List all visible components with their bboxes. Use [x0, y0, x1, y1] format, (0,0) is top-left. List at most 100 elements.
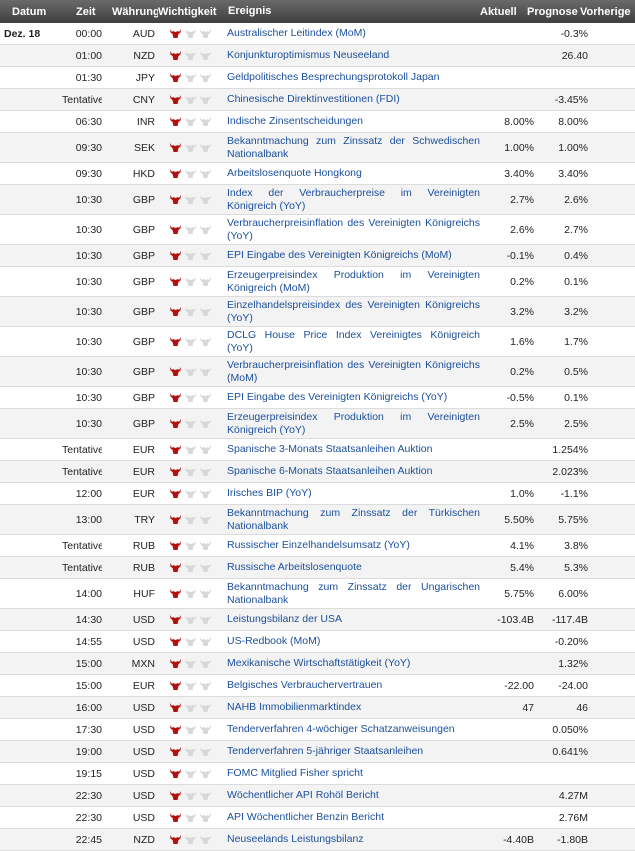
bull-icon	[199, 250, 212, 261]
row-event-link[interactable]: Bekanntmachung zum Zinssatz der Schwedis…	[227, 134, 480, 160]
row-event-link[interactable]: Russischer Einzelhandelsumsatz (YoY)	[227, 539, 410, 551]
table-row[interactable]: 17:30 USD Tenderverfahren 4-wöchiger Schat…	[0, 719, 635, 741]
row-event-link[interactable]: FOMC Mitglied Fisher spricht	[227, 767, 363, 779]
header-importance[interactable]: Wichtigkeit	[158, 5, 217, 18]
row-actual: -4.40B	[503, 833, 534, 846]
row-currency: TRY	[134, 513, 155, 526]
header-forecast[interactable]: Prognose	[527, 5, 578, 18]
row-event-link[interactable]: Tenderverfahren 4-wöchiger Schatzanweisu…	[227, 723, 455, 735]
row-event-link[interactable]: Erzeugerpreisindex Produktion im Vereini…	[227, 410, 480, 436]
row-event-link[interactable]: Irisches BIP (YoY)	[227, 487, 312, 499]
table-row[interactable]: 10:30 GBP Erzeugerpreisindex Produktion im…	[0, 267, 635, 297]
bull-icon	[184, 488, 197, 499]
table-row[interactable]: Tentative RUB Russische Arbeitslosenquote 5…	[0, 557, 635, 579]
row-actual: 5.50%	[504, 513, 534, 526]
table-row[interactable]: Tentative EUR Spanische 3-Monats Staatsanl…	[0, 439, 635, 461]
row-event-link[interactable]: Verbraucherpreisinflation des Vereinigte…	[227, 358, 480, 384]
row-event-link[interactable]: Konjunkturoptimismus Neuseeland	[227, 49, 390, 61]
row-previous: 3.8%	[564, 539, 588, 552]
row-event-link[interactable]: Russische Arbeitslosenquote	[227, 561, 362, 573]
row-currency: USD	[132, 745, 155, 758]
row-event-link[interactable]: EPI Eingabe des Vereinigten Königreichs …	[227, 391, 448, 403]
header-time[interactable]: Zeit	[76, 5, 96, 18]
table-row[interactable]: 15:00 EUR Belgisches Verbrauchervertrauen -…	[0, 675, 635, 697]
row-event-link[interactable]: Wöchentlicher API Rohöl Bericht	[227, 789, 379, 801]
table-row[interactable]: 16:00 USD NAHB Immobilienmarktindex 47 46	[0, 697, 635, 719]
row-previous: 1.254%	[552, 443, 588, 456]
row-event-link[interactable]: Belgisches Verbrauchervertrauen	[227, 679, 383, 691]
bull-icon	[169, 540, 182, 551]
row-event-link[interactable]: Erzeugerpreisindex Produktion im Vereini…	[227, 268, 480, 294]
table-row[interactable]: 12:00 EUR Irisches BIP (YoY) 1.0% -1.1%	[0, 483, 635, 505]
table-row[interactable]: 15:00 MXN Mexikanische Wirtschaftstätigkei…	[0, 653, 635, 675]
row-actual: 3.40%	[504, 167, 534, 180]
table-row[interactable]: 14:00 HUF Bekanntmachung zum Zinssatz der …	[0, 579, 635, 609]
row-event-link[interactable]: Australischer Leitindex (MoM)	[227, 27, 366, 39]
row-event-link[interactable]: Geldpolitisches Besprechungsprotokoll Ja…	[227, 71, 440, 83]
row-currency: USD	[132, 635, 155, 648]
table-row[interactable]: 01:30 JPY Geldpolitisches Besprechungsprot…	[0, 67, 635, 89]
row-event-link[interactable]: Spanische 3-Monats Staatsanleihen Auktio…	[227, 443, 433, 455]
header-event[interactable]: Ereignis	[228, 5, 272, 17]
row-event-link[interactable]: Arbeitslosenquote Hongkong	[227, 167, 362, 179]
table-row[interactable]: 14:55 USD US-Redbook (MoM) -0.20%	[0, 631, 635, 653]
row-importance	[157, 702, 224, 713]
table-row[interactable]: Tentative CNY Chinesische Direktinvestitio…	[0, 89, 635, 111]
row-previous: 26.40	[561, 49, 588, 62]
table-row[interactable]: 10:30 GBP DCLG House Price Index Vereinigt…	[0, 327, 635, 357]
row-previous: 46	[576, 701, 588, 714]
row-event-link[interactable]: Spanische 6-Monats Staatsanleihen Auktio…	[227, 465, 433, 477]
row-importance	[157, 724, 224, 735]
bull-icon	[169, 636, 182, 647]
table-row[interactable]: 06:30 INR Indische Zinsentscheidungen 8.00%…	[0, 111, 635, 133]
header-previous[interactable]: Vorherige	[580, 5, 631, 18]
row-event-link[interactable]: Einzelhandelspreisindex des Vereinigten …	[227, 298, 480, 324]
header-currency[interactable]: Währung	[112, 5, 158, 18]
row-event-link[interactable]: Verbraucherpreisinflation des Vereinigte…	[227, 216, 480, 242]
table-row[interactable]: 10:30 GBP Erzeugerpreisindex Produktion im…	[0, 409, 635, 439]
table-row[interactable]: 10:30 GBP EPI Eingabe des Vereinigten Köni…	[0, 387, 635, 409]
table-row[interactable]: 10:30 GBP Einzelhandelspreisindex des Vere…	[0, 297, 635, 327]
row-actual: 5.75%	[504, 587, 534, 600]
row-event-link[interactable]: EPI Eingabe des Vereinigten Königreichs …	[227, 249, 452, 261]
table-row[interactable]: 10:30 GBP Verbraucherpreisinflation des Ve…	[0, 357, 635, 387]
table-row[interactable]: Tentative EUR Spanische 6-Monats Staatsanl…	[0, 461, 635, 483]
header-actual[interactable]: Aktuell	[480, 5, 517, 18]
header-date[interactable]: Datum	[12, 5, 47, 18]
row-event-link[interactable]: Indische Zinsentscheidungen	[227, 115, 364, 127]
bull-icon	[169, 224, 182, 235]
row-event-link[interactable]: NAHB Immobilienmarktindex	[227, 701, 362, 713]
row-event-link[interactable]: Bekanntmachung zum Zinssatz der Türkisch…	[227, 506, 480, 532]
table-row[interactable]: 22:30 USD API Wöchentlicher Benzin Bericht…	[0, 807, 635, 829]
table-row[interactable]: 09:30 SEK Bekanntmachung zum Zinssatz der …	[0, 133, 635, 163]
row-event-link[interactable]: Bekanntmachung zum Zinssatz der Ungarisc…	[227, 580, 480, 606]
row-currency: USD	[132, 701, 155, 714]
table-row[interactable]: 10:30 GBP EPI Eingabe des Vereinigten Köni…	[0, 245, 635, 267]
bull-icon	[199, 746, 212, 757]
row-event-link[interactable]: Tenderverfahren 5-jähriger Staatsanleihe…	[227, 745, 424, 757]
row-event-link[interactable]: Chinesische Direktinvestitionen (FDI)	[227, 93, 400, 105]
table-row[interactable]: 13:00 TRY Bekanntmachung zum Zinssatz der …	[0, 505, 635, 535]
row-event-link[interactable]: Mexikanische Wirtschaftstätigkeit (YoY)	[227, 657, 411, 669]
table-row[interactable]: 10:30 GBP Index der Verbraucherpreise im V…	[0, 185, 635, 215]
row-actual: 5.4%	[510, 561, 534, 574]
row-event-link[interactable]: DCLG House Price Index Vereinigtes König…	[227, 328, 480, 354]
row-event-link[interactable]: Index der Verbraucherpreise im Vereinigt…	[227, 186, 480, 212]
table-row[interactable]: 19:15 USD FOMC Mitglied Fisher spricht	[0, 763, 635, 785]
table-row[interactable]: 14:30 USD Leistungsbilanz der USA -103.4B -1…	[0, 609, 635, 631]
bull-icon	[169, 768, 182, 779]
row-event-link[interactable]: US-Redbook (MoM)	[227, 635, 321, 647]
row-event-link[interactable]: Leistungsbilanz der USA	[227, 613, 342, 625]
row-event-link[interactable]: Neuseelands Leistungsbilanz	[227, 833, 364, 845]
table-row[interactable]: Tentative RUB Russischer Einzelhandelsumsa…	[0, 535, 635, 557]
table-row[interactable]: 10:30 GBP Verbraucherpreisinflation des Ve…	[0, 215, 635, 245]
table-row[interactable]: Dez. 18 00:00 AUD Australischer Leitindex (…	[0, 23, 635, 45]
table-row[interactable]: 22:30 USD Wöchentlicher API Rohöl Bericht 4…	[0, 785, 635, 807]
table-row[interactable]: 01:00 NZD Konjunkturoptimismus Neuseeland 2…	[0, 45, 635, 67]
row-event-link[interactable]: API Wöchentlicher Benzin Bericht	[227, 811, 384, 823]
table-row[interactable]: 22:45 NZD Neuseelands Leistungsbilanz -4.40…	[0, 829, 635, 851]
table-row[interactable]: 09:30 HKD Arbeitslosenquote Hongkong 3.40% 3…	[0, 163, 635, 185]
table-row[interactable]: 19:00 USD Tenderverfahren 5-jähriger Staat…	[0, 741, 635, 763]
bull-icon	[199, 658, 212, 669]
row-time: Tentative	[62, 465, 102, 478]
